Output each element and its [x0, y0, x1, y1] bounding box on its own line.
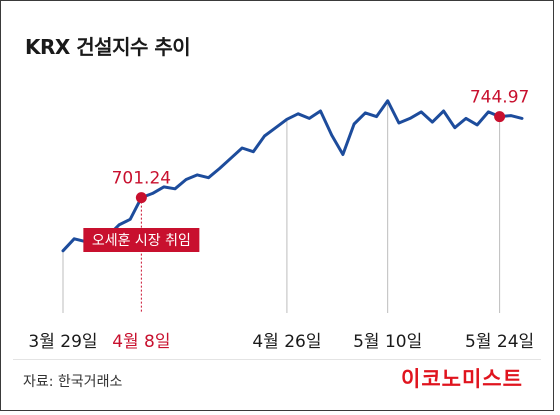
- data-point: [476, 123, 479, 127]
- data-point: [319, 109, 322, 113]
- data-point: [520, 117, 524, 120]
- chart-title: KRX 건설지수 추이: [25, 35, 191, 59]
- annotation-marker: [135, 192, 147, 204]
- data-point: [386, 99, 389, 103]
- data-point: [252, 150, 255, 153]
- data-label: 744.97: [470, 88, 529, 108]
- data-point: [375, 115, 378, 118]
- data-point: [72, 237, 76, 240]
- data-point: [431, 120, 434, 124]
- data-point: [487, 110, 490, 114]
- data-point: [308, 117, 311, 120]
- data-point: [61, 249, 65, 253]
- line-chart: 3월 29일 4월 8일 4월 26일 5월 10일 5월 24일 701.24 오세훈 시…: [28, 88, 534, 352]
- data-point: [420, 110, 423, 114]
- data-point: [397, 121, 401, 125]
- x-tick-label: 4월 8일: [112, 332, 170, 352]
- data-point: [464, 117, 468, 120]
- data-point: [352, 122, 356, 126]
- data-point: [285, 118, 289, 121]
- x-tick-label: 3월 29일: [28, 332, 97, 352]
- data-point: [128, 218, 132, 221]
- data-point: [229, 157, 233, 160]
- data-point: [296, 112, 300, 115]
- data-point: [207, 176, 210, 179]
- data-point: [184, 178, 188, 181]
- data-point: [453, 126, 457, 129]
- data-point: [509, 114, 513, 117]
- chart-card: KRX 건설지수 추이 3월 29일 4월 8일 4월 26일 5월 10일 5월 24…: [0, 0, 554, 411]
- data-point: [218, 167, 221, 170]
- x-tick-label: 5월 10일: [353, 332, 422, 352]
- data-point: [263, 134, 266, 138]
- event-callout-label: 오세훈 시장 취임: [92, 233, 191, 249]
- annotation-marker: [494, 111, 506, 123]
- data-point: [173, 187, 177, 190]
- x-tick-label: 4월 26일: [252, 332, 321, 352]
- publisher-logo: 이코노미스트: [401, 367, 523, 391]
- data-point: [442, 109, 445, 113]
- divider: [13, 359, 541, 360]
- data-point: [162, 185, 165, 189]
- data-point: [196, 173, 199, 177]
- data-label: 701.24: [112, 169, 171, 189]
- data-point: [330, 133, 333, 137]
- data-point: [274, 126, 277, 129]
- source-note: 자료: 한국거래소: [23, 374, 123, 390]
- data-point: [408, 117, 412, 120]
- data-point: [341, 153, 345, 156]
- data-point: [151, 192, 154, 195]
- data-point: [364, 111, 367, 115]
- x-tick-label: 5월 24일: [465, 332, 534, 352]
- data-point: [117, 223, 121, 227]
- event-callout-box: [83, 228, 200, 252]
- data-point: [240, 146, 244, 150]
